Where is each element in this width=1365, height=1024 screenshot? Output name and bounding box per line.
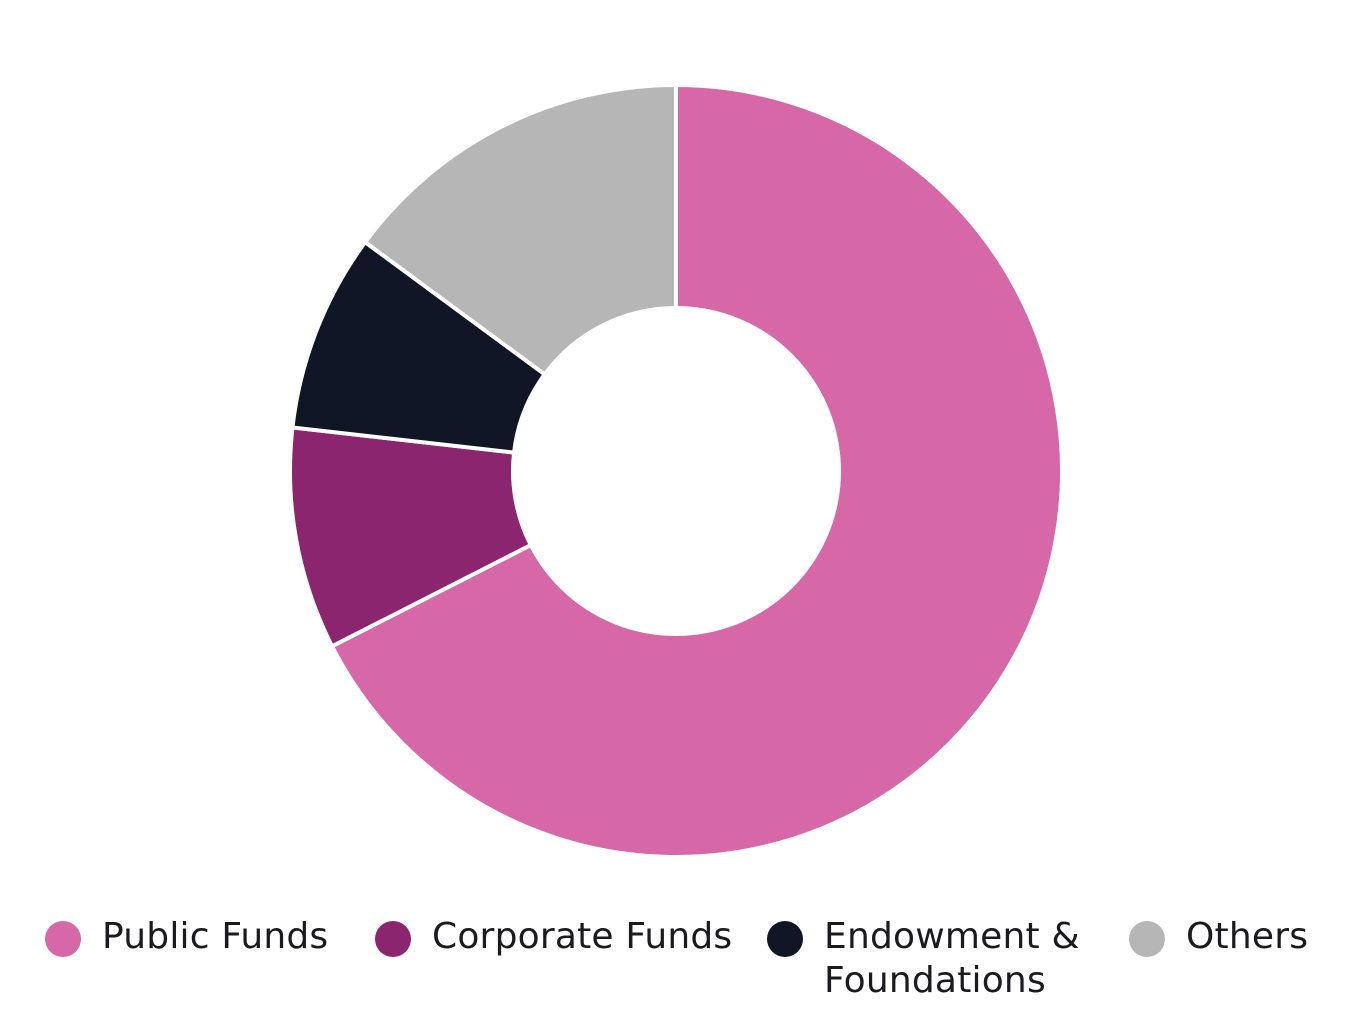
- legend-label-public-funds: Public Funds: [102, 916, 329, 957]
- legend-swatch-endowment-foundations: [767, 921, 803, 957]
- legend-swatch-public-funds: [45, 921, 81, 957]
- donut-chart: [288, 82, 1064, 859]
- legend-swatch-corporate-funds: [375, 921, 411, 957]
- legend-swatch-others: [1129, 921, 1165, 957]
- chart-legend: Public Funds Corporate Funds Endowment &…: [0, 915, 1365, 1015]
- donut-slice-others: [362, 82, 678, 378]
- legend-label-corporate-funds: Corporate Funds: [432, 916, 733, 957]
- donut-slice-corporate-funds: [288, 425, 534, 649]
- donut-slice-endowment-foundations: [290, 239, 548, 455]
- legend-label-endowment-foundations: Endowment & Foundations: [824, 916, 1080, 1001]
- legend-item-others: Others: [1129, 915, 1308, 959]
- legend-item-endowment-foundations: Endowment & Foundations: [767, 915, 1104, 1003]
- legend-item-public-funds: Public Funds: [45, 915, 328, 959]
- legend-label-others: Others: [1186, 916, 1309, 957]
- legend-item-corporate-funds: Corporate Funds: [375, 915, 732, 959]
- donut-slice-public-funds: [329, 82, 1064, 859]
